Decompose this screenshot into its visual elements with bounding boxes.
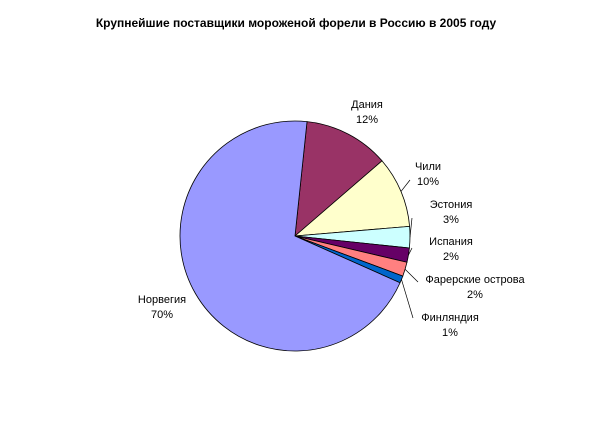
leader-line (409, 217, 413, 238)
value-label: 2% (467, 289, 483, 301)
value-label: 12% (356, 114, 378, 126)
pie-slice (179, 120, 401, 352)
leader-line (404, 268, 419, 283)
slice-label: Финляндия (421, 312, 479, 324)
leader-line (408, 247, 413, 256)
value-label: 1% (442, 327, 458, 339)
value-label: 10% (417, 176, 439, 188)
slice-label: Норвегия (138, 294, 186, 306)
leader-line (400, 179, 411, 192)
value-label: 3% (443, 214, 459, 226)
pie-slice (293, 160, 411, 237)
slice-label: Эстония (430, 199, 473, 211)
value-label: 70% (151, 309, 173, 321)
slice-label: Дания (351, 99, 383, 111)
slice-label: Фарерские острова (425, 274, 525, 286)
pie-slice (294, 121, 383, 237)
leader-line (401, 279, 414, 319)
value-label: 2% (443, 251, 459, 263)
slice-label: Чили (415, 161, 441, 173)
chart-title: Крупнейшие поставщики мороженой форели в… (96, 16, 497, 30)
slice-label: Испания (429, 236, 473, 248)
